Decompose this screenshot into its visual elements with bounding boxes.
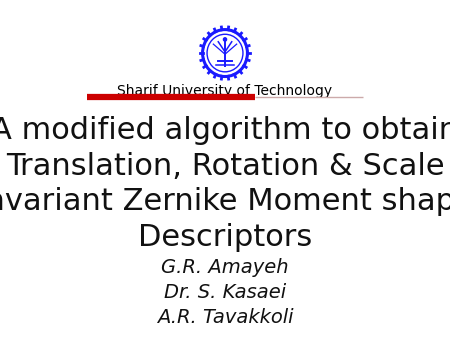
Text: Sharif University of Technology: Sharif University of Technology — [117, 84, 333, 98]
Text: G.R. Amayeh
Dr. S. Kasaei
A.R. Tavakkoli: G.R. Amayeh Dr. S. Kasaei A.R. Tavakkoli — [157, 258, 293, 327]
Circle shape — [224, 38, 226, 41]
Text: A modified algorithm to obtain
Translation, Rotation & Scale
invariant Zernike M: A modified algorithm to obtain Translati… — [0, 116, 450, 252]
